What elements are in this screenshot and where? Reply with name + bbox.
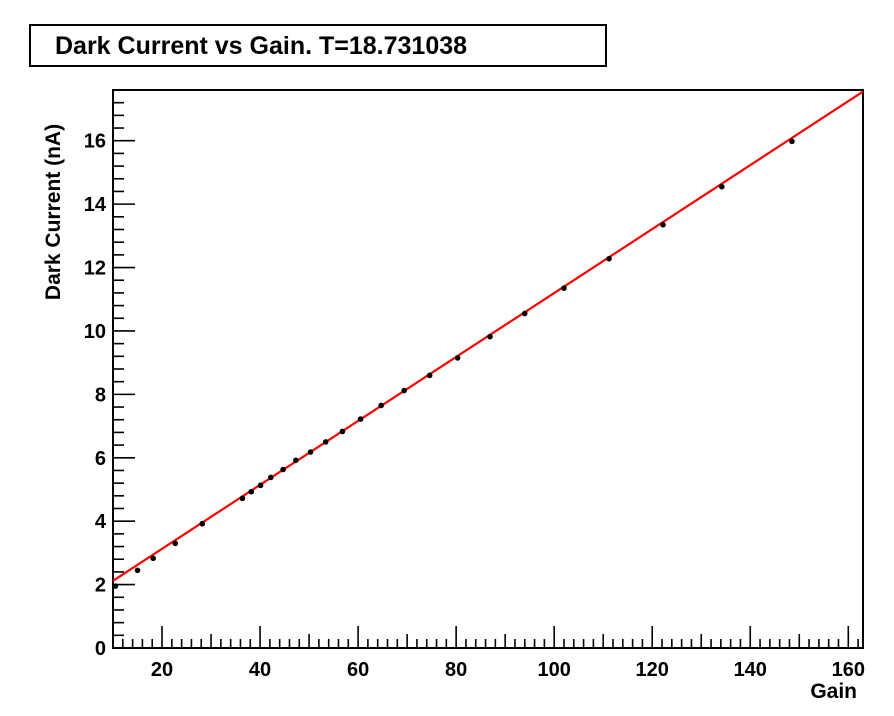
data-point: [248, 488, 255, 495]
y-tick-label: 4: [95, 511, 107, 533]
data-point: [454, 355, 461, 361]
data-point: [660, 221, 666, 228]
data-point: [561, 285, 567, 291]
data-point: [401, 387, 407, 394]
data-point: [322, 439, 329, 445]
y-tick-label: 0: [95, 638, 106, 660]
data-point: [257, 482, 264, 489]
x-tick-label: 160: [832, 659, 865, 681]
title-box: Dark Current vs Gain. T=18.731038: [29, 24, 607, 67]
x-tick-label: 40: [249, 659, 271, 681]
data-point: [426, 372, 433, 379]
x-tick-label: 100: [537, 659, 570, 681]
data-points-layer: [112, 138, 795, 589]
x-axis-label: Gain: [810, 680, 857, 703]
data-point: [339, 428, 346, 435]
data-point: [789, 138, 795, 145]
y-axis: 0 2 4 6 8 10 12 14 16: [84, 89, 135, 660]
x-tick-label: 20: [151, 659, 173, 681]
data-point: [280, 466, 286, 473]
x-tick-label: 120: [636, 659, 669, 681]
data-point: [199, 520, 206, 527]
data-point: [487, 333, 493, 340]
y-tick-label: 10: [84, 321, 106, 343]
data-point: [606, 255, 612, 262]
chart-title: Dark Current vs Gain. T=18.731038: [55, 32, 467, 60]
y-tick-label: 6: [95, 448, 106, 470]
data-point: [293, 457, 299, 464]
data-point: [357, 416, 364, 422]
y-axis-label: Dark Current (nA): [42, 124, 65, 300]
data-point: [112, 583, 119, 589]
x-axis: 20 40 60 80 100 120 140 160: [112, 626, 865, 681]
plot-frame: [112, 89, 864, 649]
data-point: [307, 449, 314, 455]
x-tick-label: 80: [445, 659, 467, 681]
data-point: [268, 474, 274, 481]
x-tick-label: 60: [347, 659, 369, 681]
data-point: [378, 402, 384, 409]
y-tick-label: 8: [95, 384, 106, 406]
data-point: [134, 567, 141, 574]
y-tick-label: 2: [95, 575, 106, 597]
x-tick-label: 140: [734, 659, 767, 681]
data-point: [719, 183, 725, 190]
y-tick-label: 16: [84, 131, 106, 153]
data-point: [150, 555, 156, 562]
data-point: [172, 540, 179, 547]
data-point: [239, 495, 246, 502]
y-tick-label: 12: [84, 258, 106, 280]
y-tick-label: 14: [84, 194, 107, 216]
data-point: [521, 310, 528, 317]
